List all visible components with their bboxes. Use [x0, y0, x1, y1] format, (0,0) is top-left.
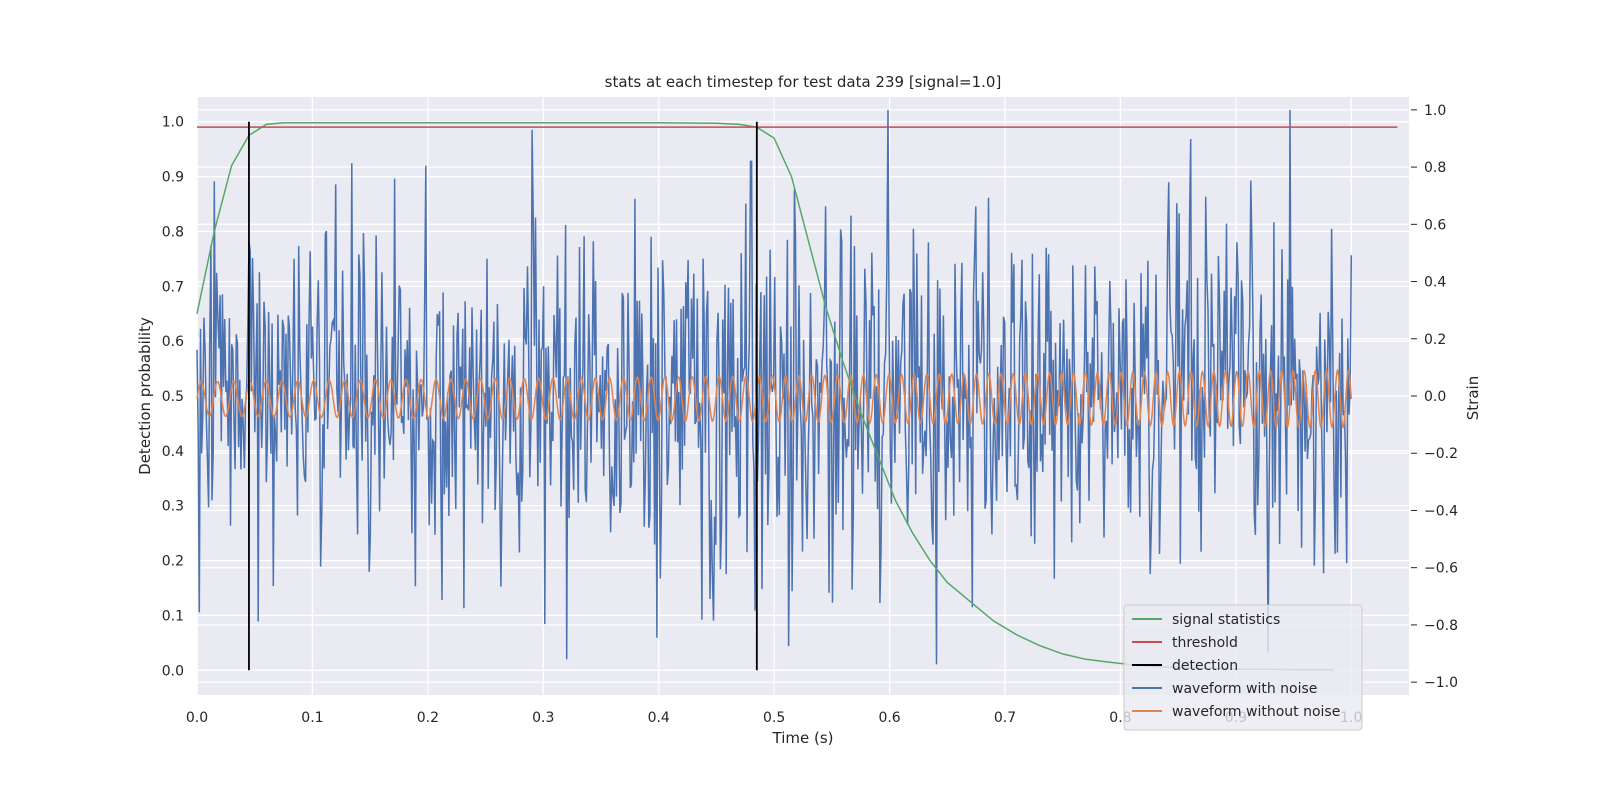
y-left-tick-label: 0.1	[162, 608, 184, 624]
x-tick-label: 0.5	[763, 710, 785, 726]
x-tick-label: 0.2	[417, 710, 439, 726]
x-tick-label: 0.6	[878, 710, 900, 726]
y-right-tick-label: −1.0	[1424, 675, 1458, 691]
y-right-tick-label: 0.8	[1424, 160, 1446, 176]
y-right-tick-label: 0.2	[1424, 332, 1446, 348]
y-left-axis-label: Detection probability	[136, 317, 154, 475]
y-left-tick-label: 0.2	[162, 554, 184, 570]
y-right-tick-label: 1.0	[1424, 103, 1446, 119]
legend-label: detection	[1172, 658, 1238, 674]
y-right-tick-label: 0.6	[1424, 217, 1446, 233]
y-right-tick-label: −0.2	[1424, 446, 1458, 462]
y-right-tick-label: −0.4	[1424, 503, 1458, 519]
y-left-tick-label: 0.8	[162, 224, 184, 240]
chart-title: stats at each timestep for test data 239…	[605, 73, 1002, 91]
y-right-axis-label: Strain	[1464, 376, 1482, 420]
legend-box	[1123, 604, 1363, 731]
x-tick-label: 0.0	[186, 710, 208, 726]
y-right-tick-label: 0.4	[1424, 275, 1446, 291]
legend-label: waveform with noise	[1172, 681, 1317, 697]
legend-label: threshold	[1172, 635, 1238, 651]
y-left-tick-label: 0.3	[162, 499, 184, 515]
y-left-tick-label: 0.6	[162, 334, 184, 350]
y-left-tick-label: 0.7	[162, 279, 184, 295]
y-left-tick-label: 0.0	[162, 663, 184, 679]
y-left-axis-ticks: 0.0 0.1 0.2 0.3 0.4 0.5 0.6 0.7 0.8 0.9 1.0	[162, 115, 184, 680]
x-tick-label: 0.1	[301, 710, 323, 726]
waveform-without-noise-line	[196, 368, 1353, 429]
y-right-tick-label: 0.0	[1424, 389, 1446, 405]
legend-label: waveform without noise	[1172, 704, 1340, 720]
x-axis-label: Time (s)	[772, 729, 834, 747]
y-left-tick-label: 0.5	[162, 389, 184, 405]
y-right-tick-label: −0.8	[1424, 618, 1458, 634]
x-tick-label: 0.3	[532, 710, 554, 726]
y-left-tick-label: 1.0	[162, 115, 184, 131]
y-right-axis-ticks: −1.0 −0.8 −0.6 −0.4 −0.2 0.0 0.2 0.4 0.6 0.8 1.0	[1411, 103, 1458, 691]
legend-label: signal statistics	[1172, 612, 1280, 628]
x-tick-label: 0.4	[648, 710, 670, 726]
x-tick-label: 0.7	[994, 710, 1016, 726]
legend: signal statistics threshold detection wavef…	[1123, 604, 1363, 731]
y-left-tick-label: 0.9	[162, 170, 184, 186]
waveform-with-noise-line	[196, 109, 1353, 665]
y-left-tick-label: 0.4	[162, 444, 184, 460]
y-right-tick-label: −0.6	[1424, 561, 1458, 577]
